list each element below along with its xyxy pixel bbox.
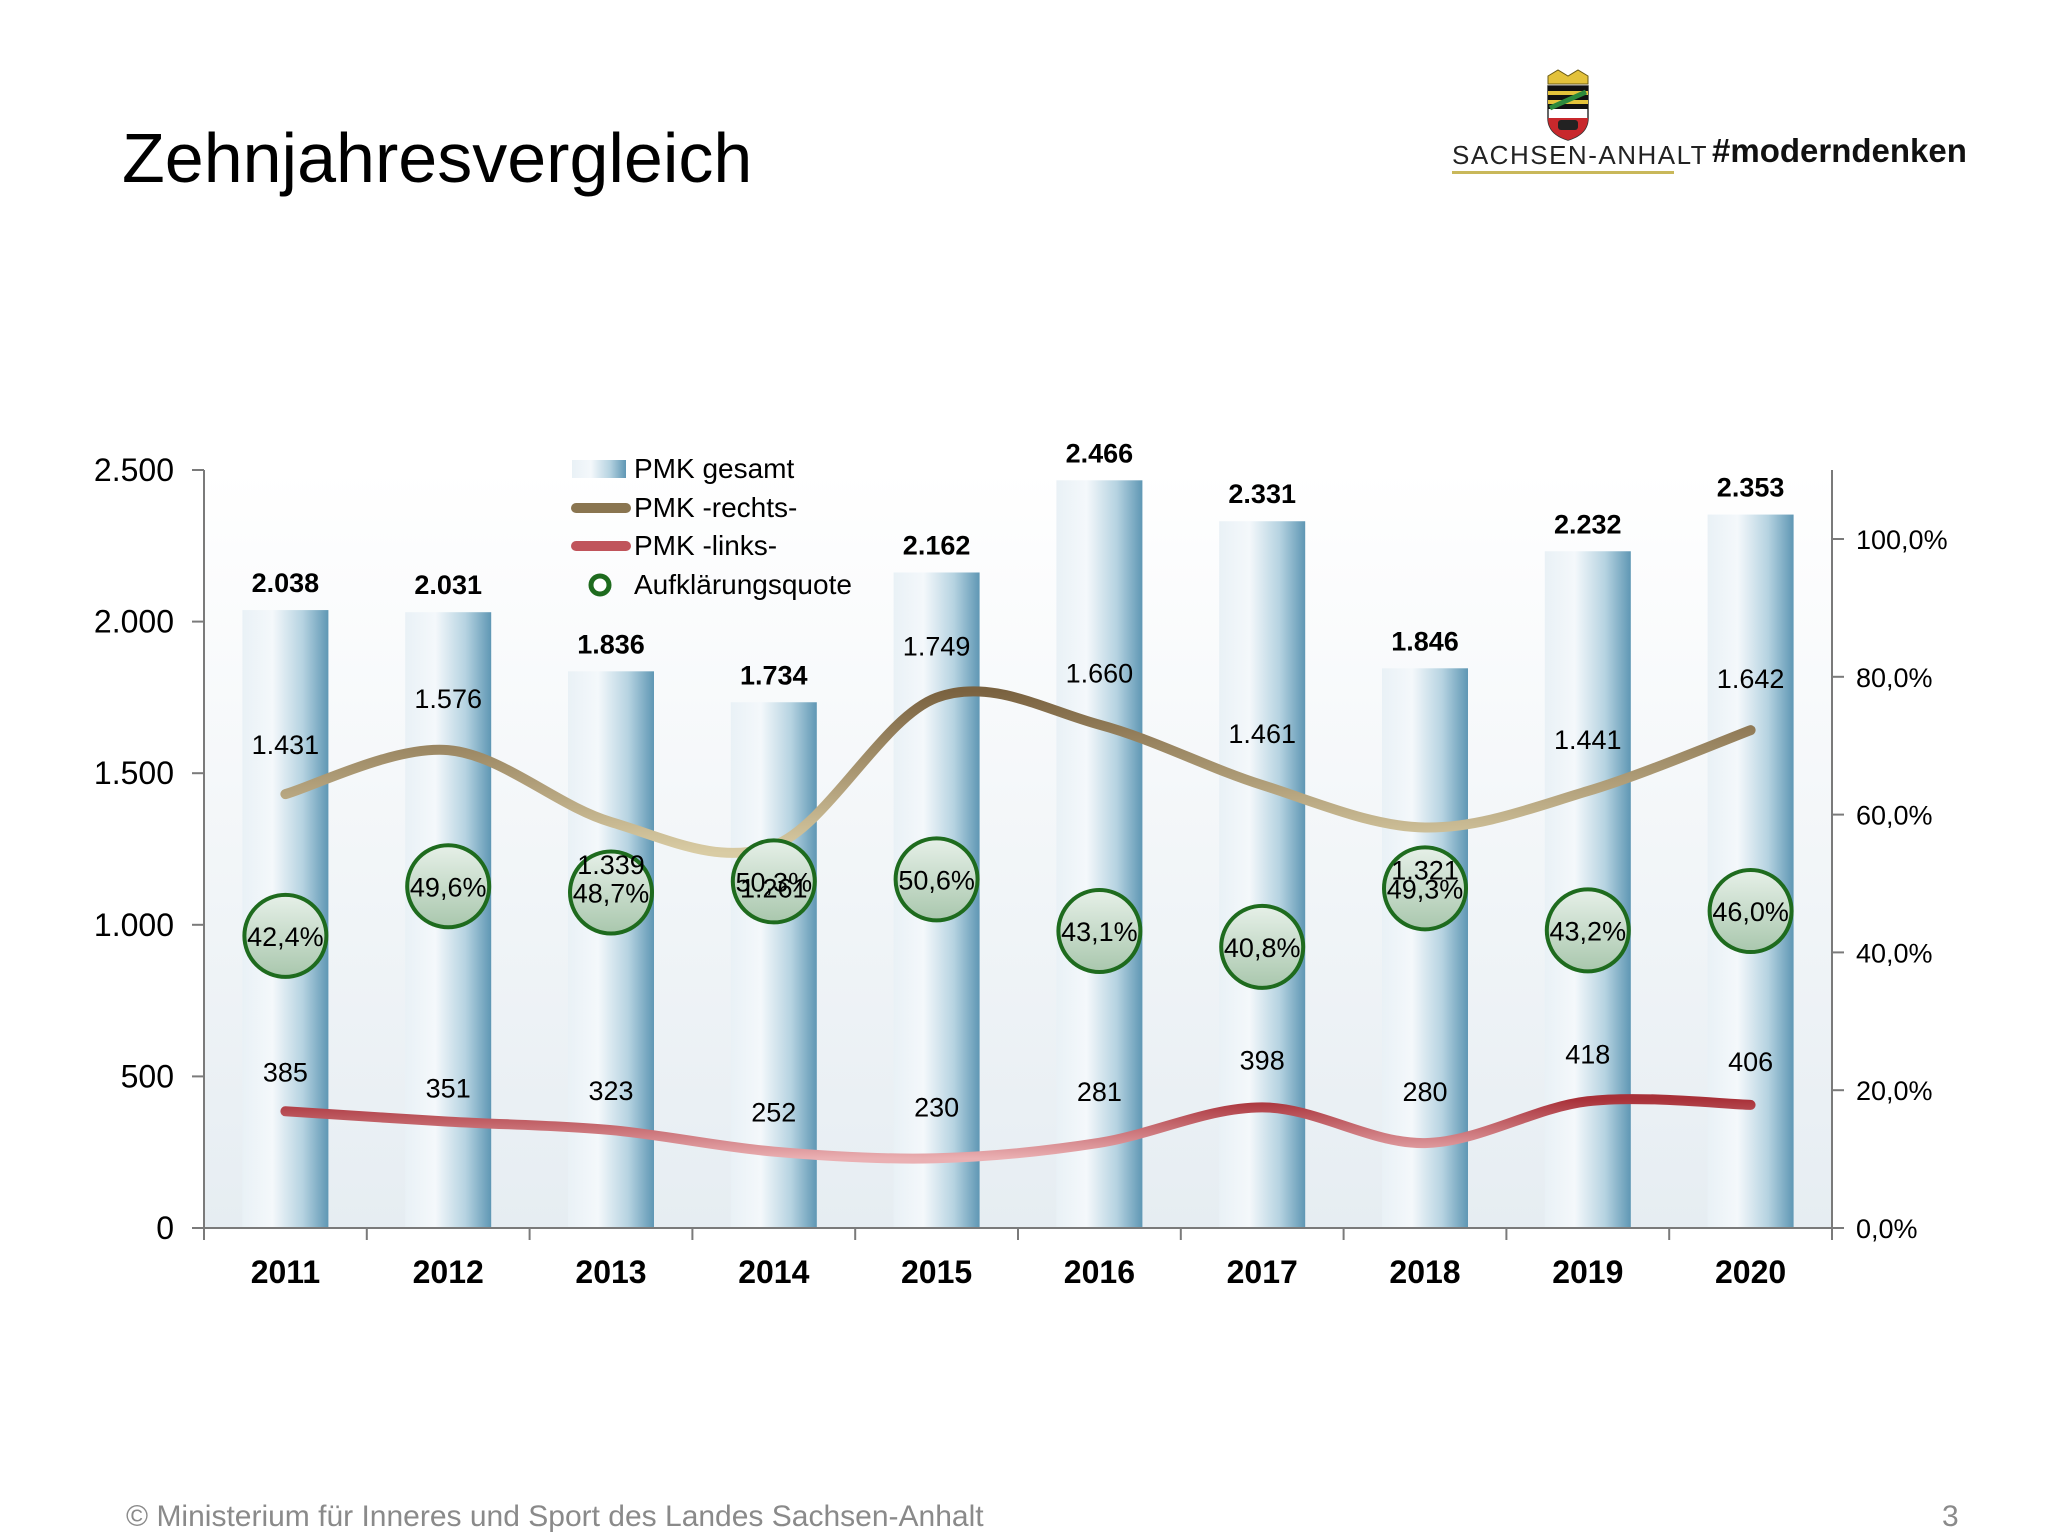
x-tick-label-2011: 2011 bbox=[251, 1254, 320, 1290]
label-pmk-rechts-2020: 1.642 bbox=[1717, 664, 1785, 694]
label-pmk-gesamt-2015: 2.162 bbox=[903, 530, 971, 560]
right-tick-label-0: 0,0% bbox=[1856, 1214, 1918, 1244]
marker-aufklaerungsquote-2011 bbox=[242, 892, 329, 979]
label-pmk-links-2012: 351 bbox=[426, 1074, 471, 1104]
label-pmk-links-2019: 418 bbox=[1565, 1039, 1610, 1069]
x-tick-label-2018: 2018 bbox=[1389, 1254, 1460, 1290]
marker-aufklaerungsquote-2016 bbox=[1056, 888, 1143, 975]
left-tick-label-1500: 1.500 bbox=[94, 755, 174, 791]
marker-aufklaerungsquote-2012 bbox=[405, 843, 492, 930]
label-pmk-gesamt-2012: 2.031 bbox=[414, 570, 482, 600]
legend-label-pmk-rechts: PMK -rechts- bbox=[634, 492, 797, 523]
label-aufklaerungsquote-2016: 43,1% bbox=[1061, 917, 1138, 947]
label-aufklaerungsquote-2015: 50,6% bbox=[898, 865, 975, 895]
label-pmk-gesamt-2013: 1.836 bbox=[577, 629, 645, 659]
label-pmk-gesamt-2016: 2.466 bbox=[1066, 438, 1134, 468]
x-tick-label-2014: 2014 bbox=[738, 1254, 809, 1290]
label-pmk-links-2017: 398 bbox=[1240, 1045, 1285, 1075]
legend-label-pmk-gesamt: PMK gesamt bbox=[634, 453, 794, 484]
label-pmk-rechts-2013: 1.339 bbox=[577, 850, 645, 880]
marker-aufklaerungsquote-2015 bbox=[893, 836, 980, 923]
label-pmk-gesamt-2017: 2.331 bbox=[1228, 479, 1296, 509]
label-pmk-rechts-2011: 1.431 bbox=[252, 730, 320, 760]
x-tick-label-2017: 2017 bbox=[1227, 1254, 1298, 1290]
label-pmk-rechts-2016: 1.660 bbox=[1066, 659, 1134, 689]
line-pmk-rechts bbox=[280, 686, 1756, 858]
label-aufklaerungsquote-2014: 50,3% bbox=[736, 867, 813, 897]
x-tick-label-2016: 2016 bbox=[1064, 1254, 1135, 1290]
legend-label-aufklaerungsquote: Aufklärungsquote bbox=[634, 569, 852, 600]
x-tick-label-2012: 2012 bbox=[413, 1254, 484, 1290]
label-pmk-rechts-2018: 1.321 bbox=[1391, 855, 1459, 885]
right-tick-label-60: 60,0% bbox=[1856, 801, 1933, 831]
label-aufklaerungsquote-2012: 49,6% bbox=[410, 872, 487, 902]
legend-swatch-pmk-gesamt bbox=[572, 460, 626, 478]
x-tick-label-2013: 2013 bbox=[575, 1254, 646, 1290]
label-aufklaerungsquote-2018: 49,3% bbox=[1387, 874, 1464, 904]
label-aufklaerungsquote-2020: 46,0% bbox=[1712, 897, 1789, 927]
bar-pmk-gesamt-2017 bbox=[1219, 521, 1306, 1228]
footer-copyright: © Ministerium für Inneres und Sport des … bbox=[126, 1500, 984, 1533]
label-pmk-links-2018: 280 bbox=[1402, 1077, 1447, 1107]
label-pmk-links-2013: 323 bbox=[588, 1076, 633, 1106]
label-aufklaerungsquote-2017: 40,8% bbox=[1224, 933, 1301, 963]
label-pmk-rechts-2019: 1.441 bbox=[1554, 725, 1622, 755]
label-pmk-rechts-2014: 1.261 bbox=[740, 874, 808, 904]
marker-aufklaerungsquote-2013 bbox=[568, 849, 654, 936]
label-pmk-links-2011: 385 bbox=[263, 1057, 308, 1087]
left-tick-label-0: 0 bbox=[156, 1210, 174, 1246]
label-pmk-links-2015: 230 bbox=[914, 1092, 959, 1122]
label-aufklaerungsquote-2019: 43,2% bbox=[1550, 916, 1627, 946]
right-tick-label-80: 80,0% bbox=[1856, 663, 1933, 693]
marker-aufklaerungsquote-2019 bbox=[1544, 887, 1631, 974]
label-pmk-links-2016: 281 bbox=[1077, 1077, 1122, 1107]
x-tick-label-2020: 2020 bbox=[1715, 1254, 1786, 1290]
slide-title: Zehnjahresvergleich bbox=[122, 119, 753, 197]
right-tick-label-100: 100,0% bbox=[1856, 525, 1948, 555]
marker-aufklaerungsquote-2014 bbox=[730, 838, 817, 925]
left-tick-label-2000: 2.000 bbox=[94, 604, 174, 640]
label-pmk-gesamt-2011: 2.038 bbox=[252, 568, 320, 598]
left-tick-label-2500: 2.500 bbox=[94, 452, 174, 488]
left-tick-label-500: 500 bbox=[121, 1058, 174, 1094]
label-pmk-links-2020: 406 bbox=[1728, 1047, 1773, 1077]
left-tick-label-1000: 1.000 bbox=[94, 907, 174, 943]
label-pmk-rechts-2015: 1.749 bbox=[903, 632, 971, 662]
label-pmk-gesamt-2019: 2.232 bbox=[1554, 509, 1622, 539]
label-pmk-rechts-2017: 1.461 bbox=[1228, 719, 1296, 749]
right-tick-label-40: 40,0% bbox=[1856, 938, 1933, 968]
right-tick-label-20: 20,0% bbox=[1856, 1076, 1933, 1106]
coat-of-arms-icon bbox=[1547, 69, 1589, 141]
marker-aufklaerungsquote-2017 bbox=[1219, 903, 1306, 990]
x-tick-label-2015: 2015 bbox=[901, 1254, 972, 1290]
marker-aufklaerungsquote-2020 bbox=[1707, 868, 1794, 955]
legend-swatch-aufklaerungsquote bbox=[588, 573, 612, 597]
label-aufklaerungsquote-2013: 48,7% bbox=[573, 878, 650, 908]
logo-underline bbox=[1452, 171, 1674, 174]
bar-pmk-gesamt-2014 bbox=[730, 702, 817, 1228]
bar-pmk-gesamt-2016 bbox=[1056, 480, 1143, 1228]
label-pmk-gesamt-2014: 1.734 bbox=[740, 660, 808, 690]
label-pmk-gesamt-2020: 2.353 bbox=[1717, 473, 1785, 503]
label-pmk-gesamt-2018: 1.846 bbox=[1391, 626, 1459, 656]
label-pmk-rechts-2012: 1.576 bbox=[414, 684, 482, 714]
line-pmk-links bbox=[280, 1094, 1756, 1164]
marker-aufklaerungsquote-2018 bbox=[1382, 845, 1468, 932]
bar-pmk-gesamt-2013 bbox=[568, 671, 654, 1228]
x-tick-label-2019: 2019 bbox=[1552, 1254, 1623, 1290]
legend-label-pmk-links: PMK -links- bbox=[634, 530, 777, 561]
label-aufklaerungsquote-2011: 42,4% bbox=[247, 922, 324, 952]
logo-text: SACHSEN-ANHALT bbox=[1452, 140, 1709, 170]
hashtag: #moderndenken bbox=[1712, 132, 1967, 169]
page-number: 3 bbox=[1942, 1500, 1959, 1533]
label-pmk-links-2014: 252 bbox=[751, 1098, 796, 1128]
